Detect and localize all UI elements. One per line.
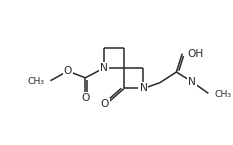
Text: CH₃: CH₃ <box>214 90 231 99</box>
Text: O: O <box>81 93 89 103</box>
Text: N: N <box>140 84 147 94</box>
Text: OH: OH <box>187 49 203 59</box>
Text: O: O <box>64 66 72 76</box>
Text: N: N <box>188 77 196 87</box>
Text: O: O <box>100 99 109 109</box>
Text: CH₃: CH₃ <box>27 77 45 86</box>
Text: N: N <box>100 63 108 73</box>
